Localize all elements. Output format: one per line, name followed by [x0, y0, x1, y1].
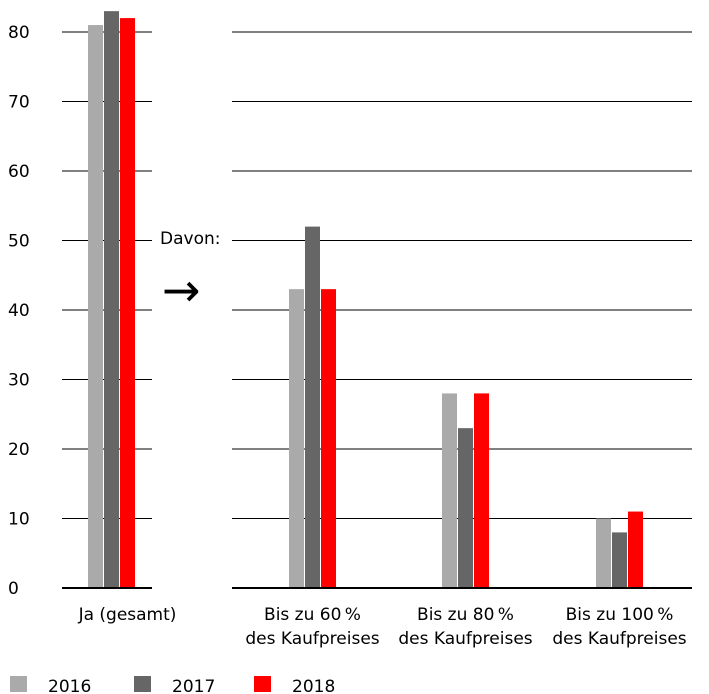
category-label: Bis zu 60 %	[264, 605, 361, 625]
category-label: des Kaufpreises	[552, 629, 686, 649]
bar	[88, 25, 103, 589]
bar	[442, 393, 457, 588]
category-labels: Ja (gesamt) Bis zu 60 % des Kaufpreises Bis…	[78, 605, 687, 649]
y-tick-label: 50	[8, 232, 30, 252]
y-tick-label: 60	[8, 162, 30, 182]
y-tick-label: 40	[8, 301, 30, 321]
y-axis-ticks: 0 10 20 30 40 50 60 70 80	[8, 23, 30, 599]
bar	[458, 428, 473, 588]
bar	[289, 289, 304, 588]
bar	[321, 289, 336, 588]
bar	[120, 18, 135, 589]
bar	[104, 11, 119, 588]
legend-swatch	[254, 676, 271, 692]
legend-label: 2016	[48, 677, 91, 694]
y-tick-label: 0	[8, 579, 19, 599]
y-tick-label: 10	[8, 510, 30, 530]
bar	[596, 518, 611, 588]
legend: 2016 2017 2018	[10, 676, 335, 694]
bars	[88, 11, 643, 589]
annotation-text: Davon:	[160, 229, 220, 249]
annotation: Davon: →	[160, 229, 220, 317]
gridlines	[62, 31, 692, 519]
y-tick-label: 70	[8, 93, 30, 113]
bar	[474, 393, 489, 588]
legend-swatch	[134, 676, 151, 692]
category-label: des Kaufpreises	[245, 629, 379, 649]
y-tick-label: 20	[8, 440, 30, 460]
legend-swatch	[10, 676, 27, 692]
bar	[612, 532, 627, 588]
legend-label: 2017	[172, 677, 215, 694]
category-label: Bis zu 80 %	[417, 605, 514, 625]
y-tick-label: 80	[8, 23, 30, 43]
category-label: Bis zu 100 %	[566, 605, 674, 625]
category-label: Ja (gesamt)	[78, 605, 177, 625]
arrow-icon: →	[162, 263, 201, 317]
category-label: des Kaufpreises	[398, 629, 532, 649]
legend-label: 2018	[292, 677, 335, 694]
bar	[305, 226, 320, 588]
bar	[628, 511, 643, 588]
y-tick-label: 30	[8, 371, 30, 391]
